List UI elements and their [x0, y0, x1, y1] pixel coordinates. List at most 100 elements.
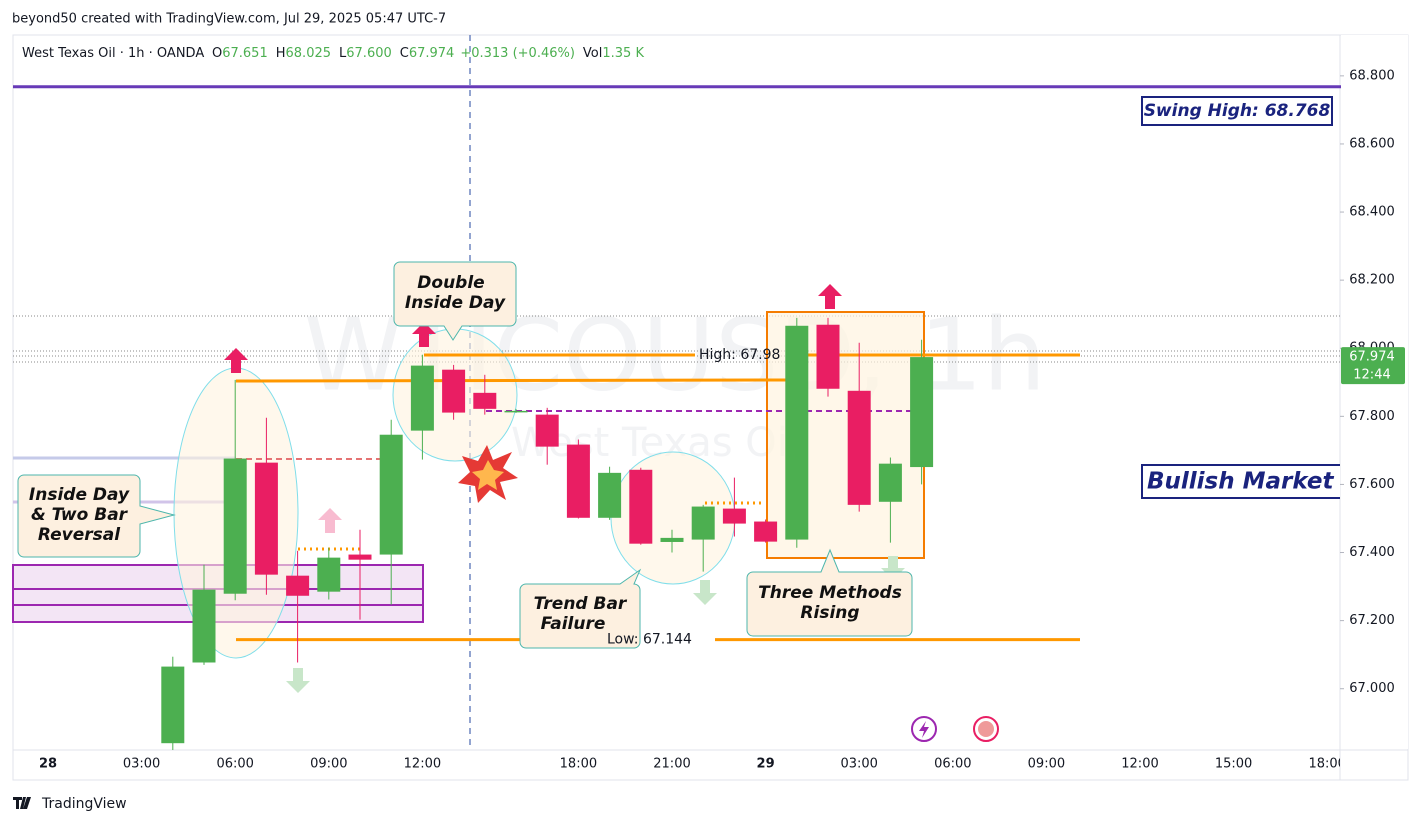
legend-row: West Texas Oil · 1h · OANDA O67.651 H68.02…: [22, 46, 644, 61]
level-label: Swing High: 68.768: [1144, 101, 1331, 121]
x-tick-label: 18:00: [560, 757, 597, 772]
y-tick-label: 68.600: [1349, 136, 1395, 151]
candles: [161, 317, 934, 750]
countdown: 12:44: [1353, 368, 1390, 383]
candle-body: [379, 434, 403, 555]
candle-body: [535, 414, 559, 447]
arrow-up: [818, 284, 842, 309]
label-text: Bullish Market B: [1147, 469, 1359, 495]
label: C: [400, 46, 409, 61]
value: 67.651: [222, 46, 268, 61]
callout-text: Failure: [541, 614, 606, 634]
callout-text: Rising: [800, 603, 859, 623]
value: 1.35 K: [602, 46, 644, 61]
arrow-up: [318, 508, 342, 533]
candle-body: [878, 463, 902, 502]
y-tick-label: 68.400: [1349, 205, 1395, 220]
y-tick-label: 67.800: [1349, 409, 1395, 424]
candle-body: [161, 666, 185, 744]
label: H: [276, 46, 286, 61]
x-tick-label: 06:00: [216, 757, 253, 772]
level-label: Low: 67.144: [607, 632, 692, 648]
line: [235, 378, 791, 383]
x-tick-label: 29: [757, 757, 775, 772]
candle-body: [847, 390, 871, 505]
price-tag: [1341, 347, 1405, 385]
price-axis: 67.00067.20067.40067.60067.80068.00068.2…: [1340, 35, 1408, 749]
callout-text: & Two Bar: [31, 505, 129, 525]
x-tick-label: 18:00: [1308, 757, 1345, 772]
candle-body: [223, 458, 247, 594]
arrows: [224, 284, 999, 742]
candle-body: [254, 462, 278, 575]
y-tick-label: 67.400: [1349, 545, 1395, 560]
level-label: High: 67.98: [699, 347, 780, 363]
callouts: Inside Day & Two Bar Reversal Double Ins…: [17, 96, 1359, 649]
candle-body: [192, 589, 216, 663]
x-tick-label: 09:00: [310, 757, 347, 772]
explosion: [472, 460, 504, 490]
x-tick-label: 21:00: [653, 757, 690, 772]
arrow-down: [286, 668, 310, 693]
x-tick-label: 06:00: [934, 757, 971, 772]
y-tick-label: 67.200: [1349, 613, 1395, 628]
logo: [13, 797, 31, 809]
change: +0.313 (+0.46%): [460, 46, 575, 61]
candle-body: [754, 521, 778, 542]
label: L: [339, 46, 347, 61]
candle-body: [660, 537, 684, 542]
callout-text: Trend Bar: [534, 594, 628, 614]
label: O: [212, 46, 222, 61]
value: 67.974: [409, 46, 455, 61]
symbol: West Texas Oil · 1h · OANDA: [22, 46, 204, 61]
y-tick-label: 67.600: [1349, 477, 1395, 492]
label: Vol: [583, 46, 602, 61]
candle-body: [348, 554, 372, 560]
candle-body: [816, 324, 840, 389]
candle-body: [410, 365, 434, 431]
callout-box: [746, 548, 913, 637]
event-icon: [919, 721, 929, 738]
callout-text: Inside Day: [405, 293, 506, 313]
candle-body: [504, 410, 528, 413]
x-tick-label: 15:00: [1215, 757, 1252, 772]
price-tag-label: 67.974: [1349, 350, 1395, 365]
candle-body: [629, 469, 653, 544]
callout-text: Inside Day: [29, 485, 130, 505]
y-tick-label: 68.800: [1349, 68, 1395, 83]
candle-body: [691, 506, 715, 540]
callout-box: [17, 474, 176, 558]
candle-body: [286, 575, 310, 596]
x-tick-label: 03:00: [840, 757, 877, 772]
candle-body: [910, 357, 934, 468]
candle-body: [442, 369, 466, 413]
callout-box: [519, 568, 642, 649]
y-tick-label: 67.000: [1349, 681, 1395, 696]
candle-body: [473, 392, 497, 409]
callout-text: Three Methods: [758, 583, 902, 603]
legend: West Texas Oil · 1h · OANDA O67.651 H68.02…: [22, 46, 644, 61]
x-tick-label: 28: [39, 757, 57, 772]
value: 68.025: [286, 46, 332, 61]
x-tick-label: 03:00: [123, 757, 160, 772]
callout-box: [393, 261, 517, 341]
callout-text: Double: [417, 273, 484, 293]
label-box: [1141, 96, 1333, 126]
arrow-up: [224, 348, 248, 373]
credit: beyond50 created with TradingView.com, J…: [12, 12, 446, 27]
x-tick-label: 09:00: [1028, 757, 1065, 772]
arrow-down: [693, 580, 717, 605]
candle-body: [722, 508, 746, 524]
y-tick-label: 68.200: [1349, 273, 1395, 288]
event-icon: [978, 721, 994, 737]
label-box: [1141, 464, 1340, 499]
candle-body: [598, 472, 622, 518]
x-tick-label: 12:00: [404, 757, 441, 772]
candle-body: [317, 557, 341, 592]
callout-text: Reversal: [38, 525, 121, 545]
axis-bg: [1341, 35, 1408, 749]
candle-body: [785, 325, 809, 540]
candle-body: [566, 444, 590, 518]
brand: TradingView: [41, 796, 127, 812]
